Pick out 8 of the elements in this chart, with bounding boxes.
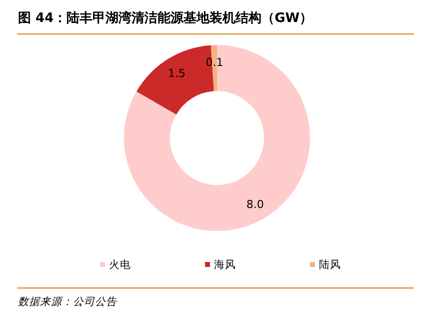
legend-label: 陆风 <box>319 258 341 271</box>
chart-title: 图 44：陆丰甲湖湾清洁能源基地装机结构（GW） <box>18 10 313 26</box>
source-note: 数据来源：公司公告 <box>18 296 118 308</box>
data-label: 1.5 <box>168 67 186 80</box>
legend-label: 火电 <box>109 258 131 271</box>
donut-slice <box>124 45 310 231</box>
legend-label: 海风 <box>214 259 236 271</box>
data-label: 8.0 <box>246 198 264 212</box>
